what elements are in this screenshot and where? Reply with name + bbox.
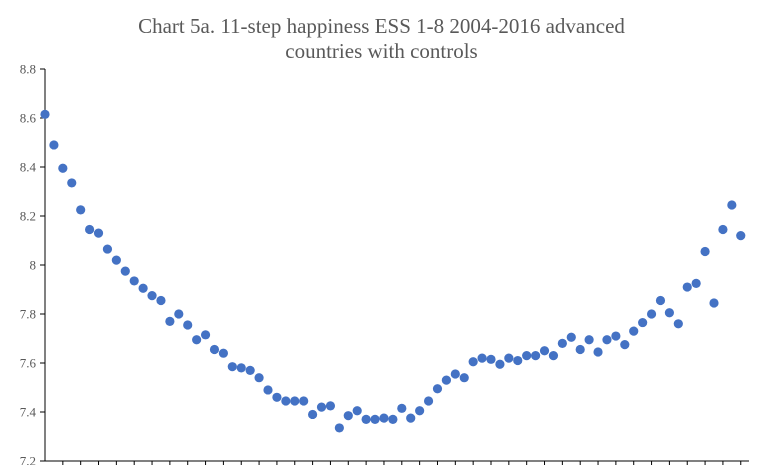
data-point xyxy=(736,231,746,241)
data-point xyxy=(477,353,487,363)
data-point xyxy=(450,369,460,379)
y-tick-label: 7.6 xyxy=(20,356,37,371)
data-point xyxy=(361,414,371,424)
data-point xyxy=(673,319,683,329)
data-point xyxy=(263,385,273,395)
data-point xyxy=(76,205,86,215)
y-tick-label: 7.4 xyxy=(20,405,37,420)
data-point xyxy=(111,255,121,265)
data-point xyxy=(423,396,434,406)
data-point xyxy=(165,316,175,326)
chart-title-line-2: countries with controls xyxy=(285,39,478,63)
data-point xyxy=(192,335,202,345)
data-point xyxy=(584,335,594,345)
data-point xyxy=(49,140,59,150)
data-point xyxy=(397,403,407,413)
data-point xyxy=(120,266,130,276)
data-point xyxy=(468,357,478,367)
data-point xyxy=(718,224,728,235)
data-point xyxy=(290,396,300,406)
data-point xyxy=(308,409,318,420)
data-point xyxy=(147,291,157,301)
y-tick-label: 8.2 xyxy=(20,209,36,224)
data-point xyxy=(236,363,246,373)
data-points xyxy=(40,109,746,433)
data-point xyxy=(629,326,639,336)
data-point xyxy=(138,283,148,293)
data-point xyxy=(539,346,550,356)
data-point xyxy=(254,373,264,383)
data-point xyxy=(593,347,603,357)
data-point xyxy=(209,344,220,355)
data-point xyxy=(93,228,104,238)
y-tick-label: 8.4 xyxy=(20,160,37,175)
data-point xyxy=(638,317,648,328)
data-point xyxy=(655,295,666,306)
data-point xyxy=(200,330,211,340)
data-point xyxy=(415,406,425,416)
data-point xyxy=(281,396,291,406)
y-tick-label: 8 xyxy=(30,258,37,273)
data-point xyxy=(102,244,113,254)
data-point xyxy=(646,309,657,319)
data-point xyxy=(129,276,139,286)
data-point xyxy=(432,384,443,394)
data-point xyxy=(557,338,567,348)
data-point xyxy=(299,396,309,406)
data-point xyxy=(227,362,237,372)
data-point xyxy=(379,413,389,423)
data-point xyxy=(700,246,710,257)
data-point xyxy=(531,351,541,361)
data-point xyxy=(459,373,469,383)
data-point xyxy=(664,308,675,318)
data-point xyxy=(183,320,193,330)
y-tick-label: 8.8 xyxy=(20,62,36,77)
data-point xyxy=(245,365,255,375)
data-point xyxy=(388,414,398,424)
data-point xyxy=(727,200,737,210)
data-point xyxy=(495,359,505,369)
data-point xyxy=(611,331,621,341)
data-point xyxy=(67,178,77,188)
chart-title: Chart 5a. 11-step happiness ESS 1-8 2004… xyxy=(0,14,763,64)
data-point xyxy=(602,335,612,345)
y-axis: 7.2 7.4 7.6 7.8 8 8.2 8.4 8.6 8.8 xyxy=(20,62,46,465)
data-point xyxy=(272,392,282,402)
data-point xyxy=(620,340,630,350)
y-tick-label: 7.8 xyxy=(20,307,36,322)
x-axis xyxy=(45,460,749,465)
data-point xyxy=(58,163,68,173)
data-point xyxy=(566,332,576,342)
data-point xyxy=(682,282,692,292)
data-point xyxy=(486,354,496,364)
data-point xyxy=(370,414,380,424)
y-tick-label: 7.2 xyxy=(20,454,36,465)
data-point xyxy=(406,413,416,423)
data-point xyxy=(174,309,184,319)
y-tick-label: 8.6 xyxy=(20,111,37,126)
data-point xyxy=(504,353,514,363)
data-point xyxy=(85,224,95,235)
data-point xyxy=(343,411,353,421)
data-point xyxy=(441,375,451,385)
data-point xyxy=(156,295,166,306)
data-point xyxy=(352,406,362,416)
data-point xyxy=(40,109,50,119)
data-point xyxy=(522,351,532,361)
data-point xyxy=(316,402,327,412)
data-point xyxy=(575,344,585,355)
data-point xyxy=(325,401,336,411)
data-point xyxy=(548,351,559,361)
chart-title-line-1: Chart 5a. 11-step happiness ESS 1-8 2004… xyxy=(138,14,625,38)
data-point xyxy=(709,298,719,308)
data-point xyxy=(334,423,344,433)
data-point xyxy=(218,348,228,358)
data-point xyxy=(513,355,523,366)
data-point xyxy=(691,278,701,288)
